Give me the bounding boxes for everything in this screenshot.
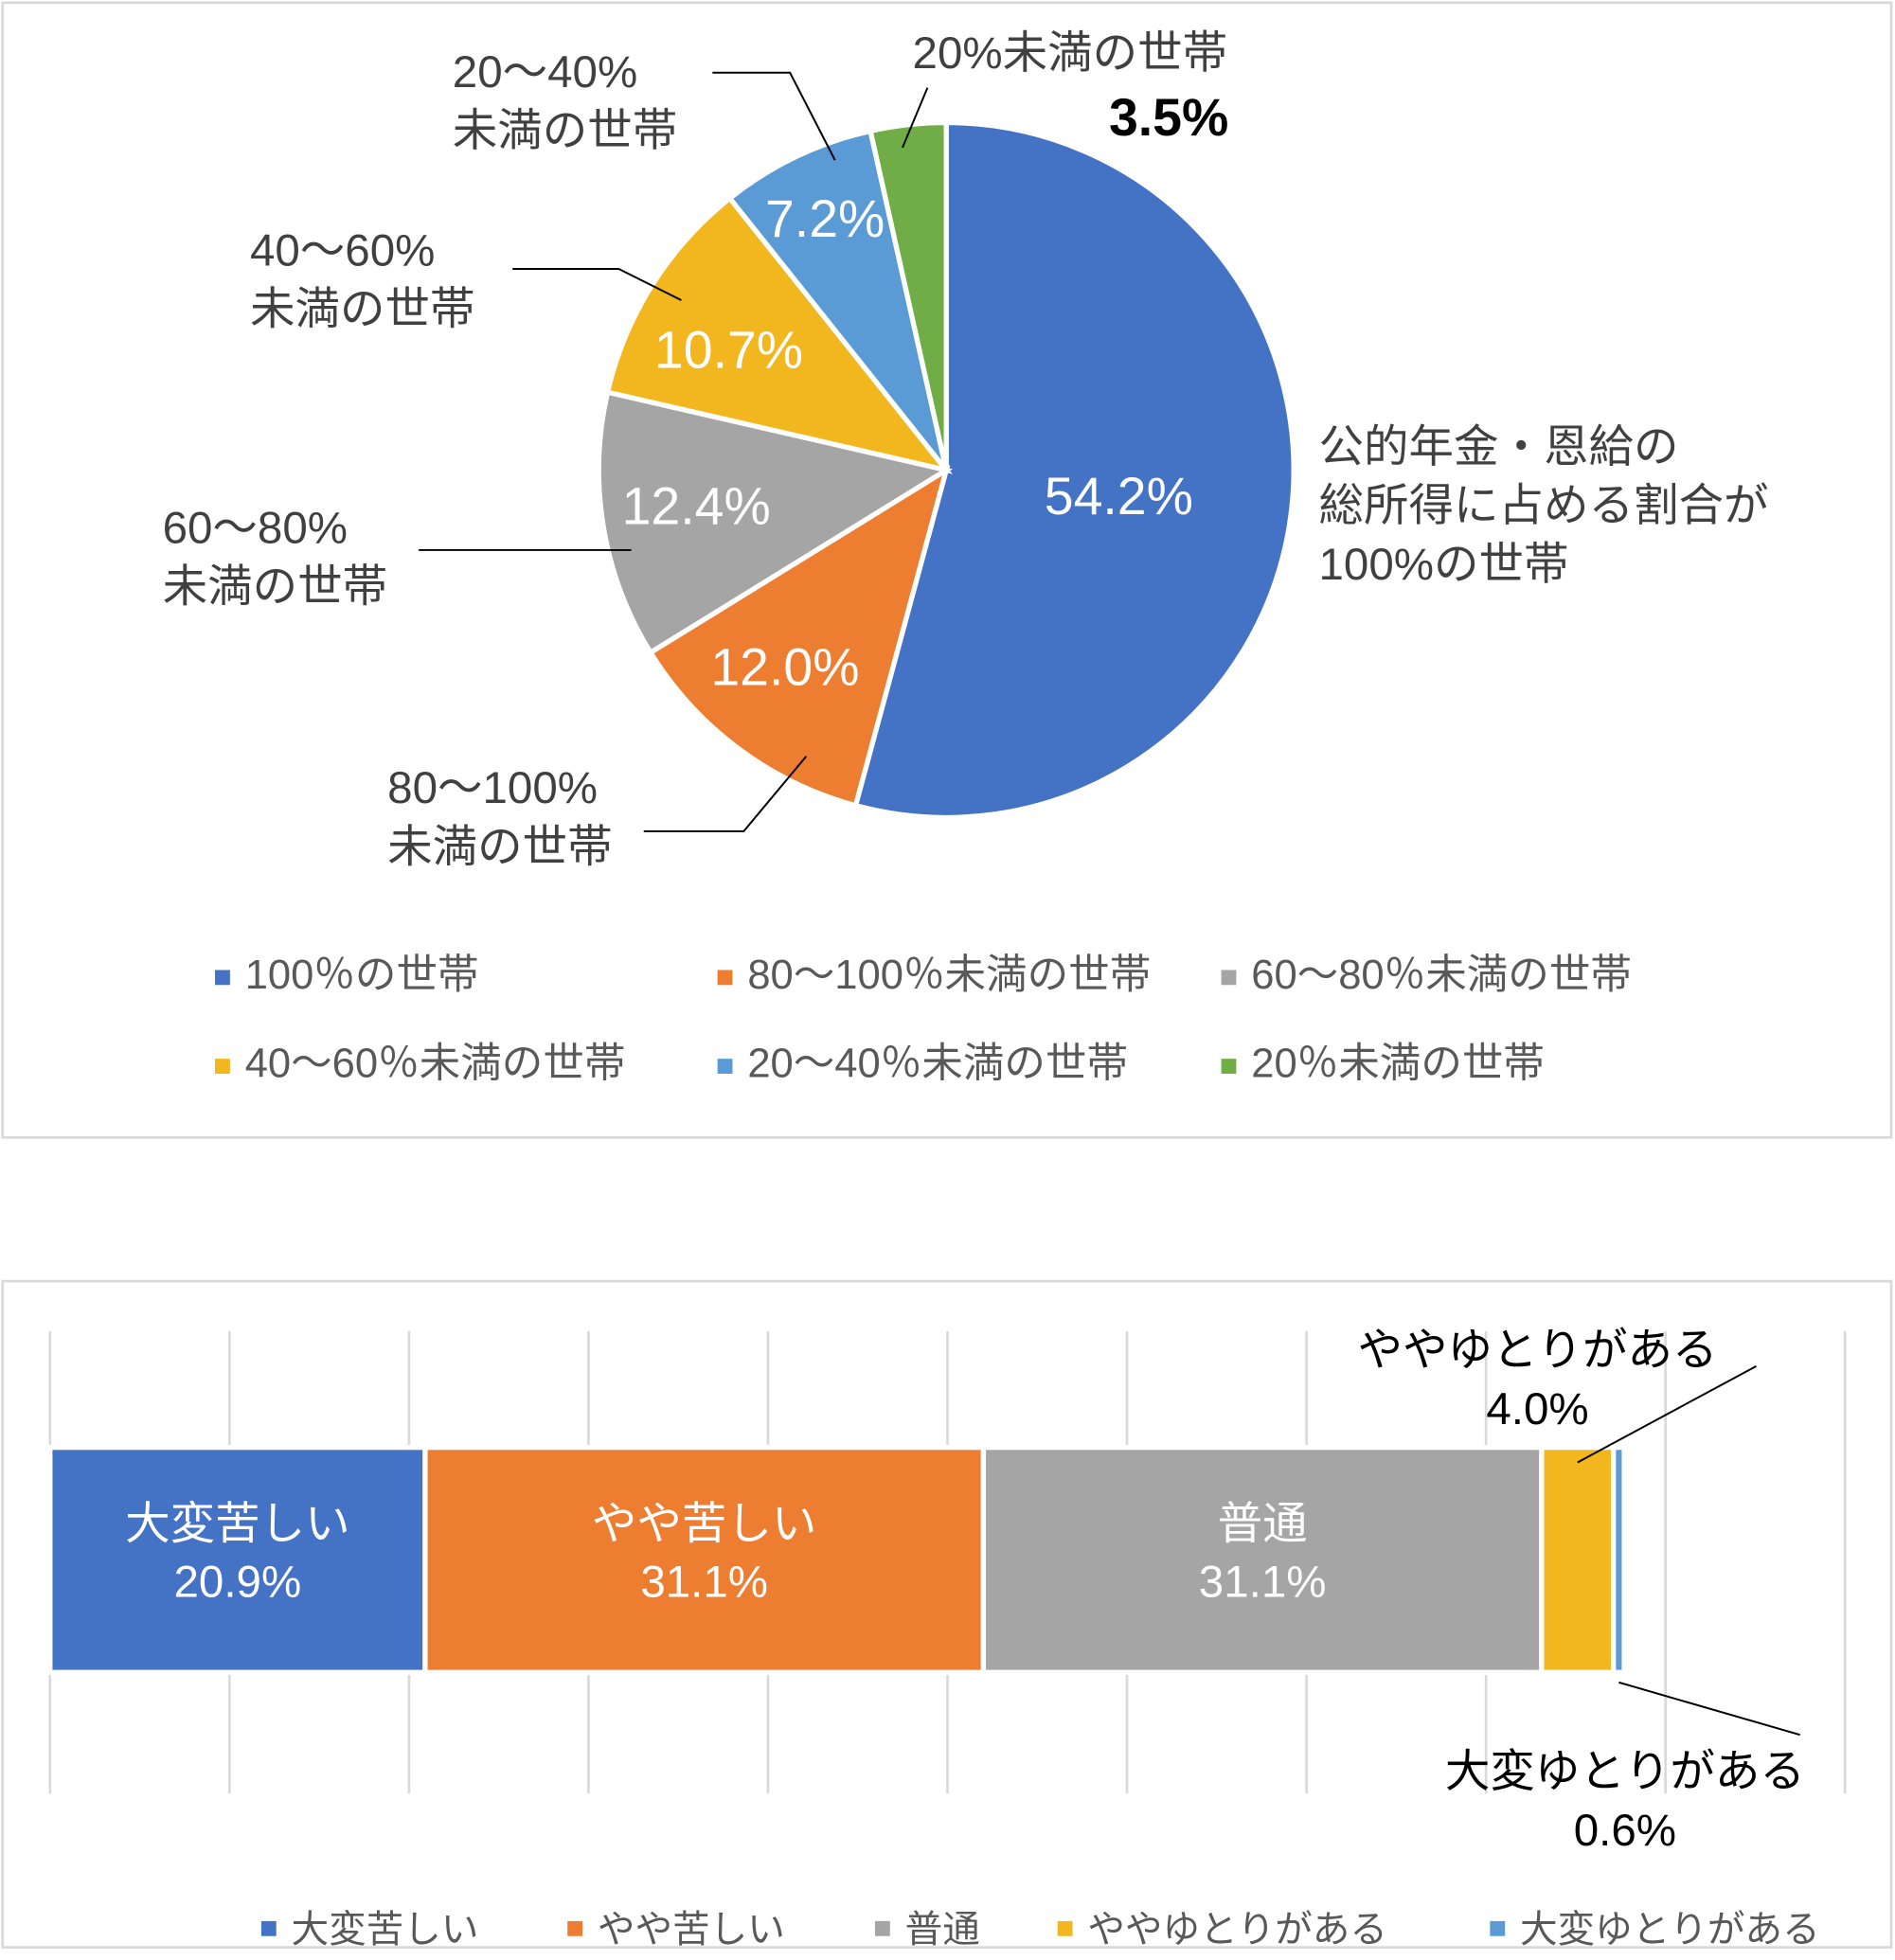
leader-line (512, 267, 682, 301)
legend-label: 20％未満の世帯 (1251, 1042, 1545, 1087)
legend-swatch (1057, 1920, 1073, 1936)
callout-label: 100%の世帯 (1319, 540, 1569, 590)
leader-line (902, 87, 929, 149)
segment-name-label: 大変ゆとりがある (1445, 1747, 1805, 1797)
callout-label: 未満の世帯 (250, 285, 475, 335)
callout-label: 総所得に占める割合が (1319, 481, 1769, 531)
pie-slice (596, 389, 954, 656)
legend-swatch (717, 970, 733, 986)
bar-segment (422, 1445, 987, 1675)
pie-slice (647, 464, 951, 809)
callout-label: 未満の世帯 (163, 562, 387, 613)
segment-value-label: 4.0% (1486, 1384, 1588, 1434)
pie-slice (867, 119, 949, 472)
segment-name-label: ややゆとりがある (1358, 1326, 1718, 1376)
slice-value-label: 7.2% (765, 189, 885, 248)
bar-segment (980, 1445, 1545, 1675)
legend-swatch (1490, 1920, 1506, 1936)
segment-name-label: やや苦しい (592, 1500, 817, 1550)
callout-label: 80〜100% (387, 763, 598, 813)
slice-value-label: 12.0% (710, 638, 859, 697)
legend-label: 大変ゆとりがある (1520, 1909, 1820, 1951)
slice-value-label: 10.7% (654, 320, 803, 379)
callout-label: 未満の世帯 (453, 106, 678, 156)
legend-swatch (215, 970, 230, 986)
legend-label: 普通 (905, 1909, 980, 1951)
legend-label: 20〜40％未満の世帯 (747, 1042, 1128, 1087)
callout-label: 未満の世帯 (387, 822, 613, 872)
legend-swatch (260, 1920, 277, 1936)
legend-swatch (717, 1059, 733, 1074)
callout-label: 40〜60% (250, 226, 435, 276)
legend-swatch (874, 1920, 890, 1936)
leader-line (643, 756, 808, 832)
slice-value-label: 54.2% (1045, 467, 1193, 526)
slice-value-label: 12.4% (622, 476, 771, 535)
segment-value-label: 0.6% (1574, 1806, 1676, 1856)
pie-slice (725, 128, 949, 472)
legend-label: 大変苦しい (292, 1909, 479, 1951)
bar-segment (1611, 1445, 1627, 1675)
segment-value-label: 31.1% (640, 1557, 768, 1607)
segment-value-label: 31.1% (1199, 1557, 1327, 1607)
legend-label: 40〜60％未満の世帯 (245, 1042, 626, 1087)
callout-label: 20%未満の世帯 (913, 28, 1228, 79)
bar-segment (47, 1445, 428, 1675)
bar-segment (1539, 1445, 1617, 1675)
segment-value-label: 20.9% (174, 1557, 302, 1607)
legend-label: 80〜100％未満の世帯 (747, 953, 1151, 998)
callout-label: 公的年金・恩給の (1319, 422, 1679, 472)
legend-swatch (215, 1059, 230, 1074)
legend-swatch (1221, 970, 1237, 986)
legend-swatch (567, 1920, 583, 1936)
slice-value-label: 3.5% (1109, 88, 1228, 147)
callout-label: 20〜40% (453, 47, 637, 98)
legend-label: 100％の世帯 (245, 953, 479, 998)
leader-line (1618, 1681, 1800, 1737)
legend-swatch (1221, 1059, 1237, 1074)
legend-label: 60〜80％未満の世帯 (1251, 953, 1632, 998)
pie-slice (852, 119, 1296, 821)
legend-label: やや苦しい (598, 1909, 785, 1951)
legend-label: ややゆとりがある (1087, 1909, 1387, 1951)
callout-label: 60〜80% (163, 504, 348, 554)
leader-line (1577, 1364, 1757, 1464)
segment-name-label: 大変苦しい (125, 1500, 350, 1550)
leader-line (712, 71, 836, 161)
segment-name-label: 普通 (1218, 1500, 1308, 1550)
